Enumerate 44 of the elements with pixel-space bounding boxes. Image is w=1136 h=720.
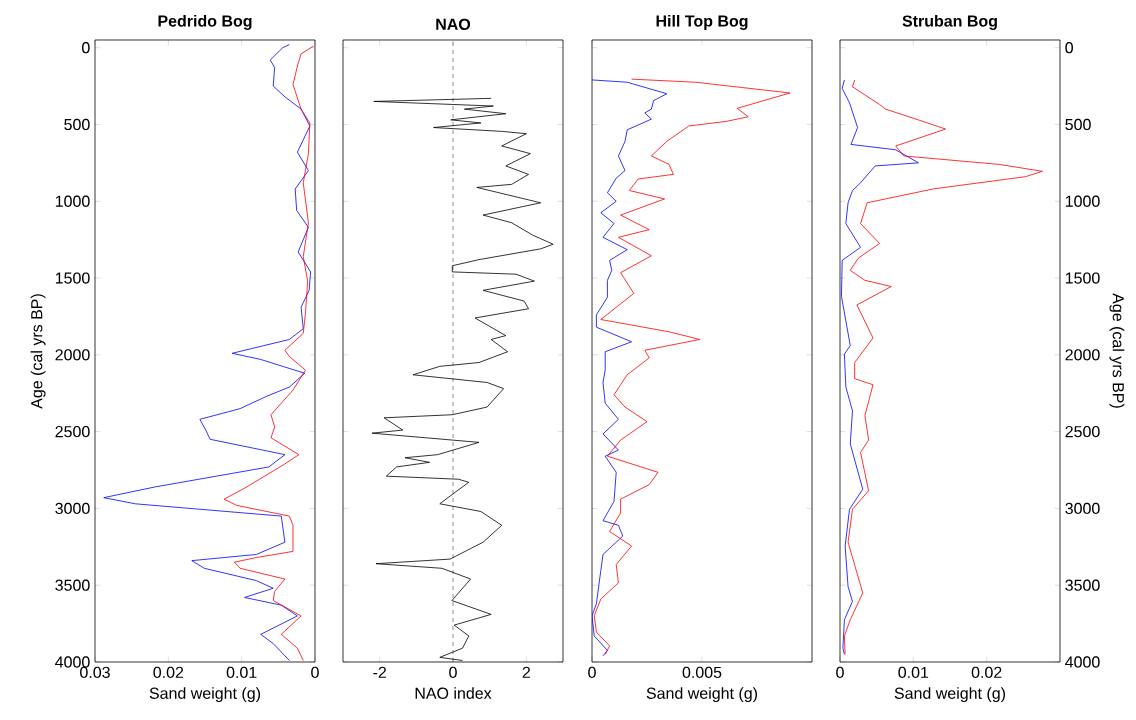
x-tick-label: 0.01 <box>898 666 929 679</box>
x-tick-label: 0.02 <box>153 666 184 679</box>
x-tick-label: 0.01 <box>226 666 257 679</box>
y-tick-label: 0 <box>82 42 90 54</box>
y-tick-label: 2000 <box>55 349 90 361</box>
y-tick-label: 4000 <box>55 656 90 668</box>
line-series <box>103 44 311 661</box>
y-tick-label: 3500 <box>55 579 90 591</box>
x-tick-label: 0 <box>836 666 844 679</box>
chart-title: Pedrido Bog <box>158 14 252 30</box>
y-axis-title: Age (cal yrs BP) <box>1109 293 1125 408</box>
x-axis-title: Sand weight (g) <box>149 687 260 703</box>
y-tick-label: 3000 <box>55 502 90 515</box>
x-tick-label: 0.005 <box>682 666 722 679</box>
x-tick-label: 0 <box>449 666 457 679</box>
y-tick-label: 2500 <box>55 425 90 438</box>
chart-title: Hill Top Bog <box>656 14 748 30</box>
x-tick-label: 0 <box>588 666 596 679</box>
y-tick-label: 4000 <box>1065 656 1100 668</box>
y-tick-label: 0 <box>1065 42 1073 54</box>
x-tick-label: 0.03 <box>80 666 110 679</box>
x-tick-label: 0 <box>311 666 319 679</box>
x-tick-label: 0.02 <box>971 666 1002 679</box>
y-tick-label: 1500 <box>1065 272 1100 284</box>
y-tick-label: 2500 <box>1065 425 1100 438</box>
y-tick-label: 3000 <box>1065 502 1100 515</box>
chart-title: Struban Bog <box>902 14 997 30</box>
y-tick-label: 500 <box>64 118 90 131</box>
x-tick-label: -2 <box>373 666 386 678</box>
y-tick-label: 2000 <box>1065 349 1100 361</box>
x-axis-title: Sand weight (g) <box>894 687 1005 703</box>
y-axis-title: Age (cal yrs BP) <box>30 294 46 409</box>
y-tick-label: 1500 <box>55 272 90 284</box>
x-axis-title: Sand weight (g) <box>646 687 758 703</box>
x-tick-label: 2 <box>522 666 530 678</box>
y-tick-label: 1000 <box>1065 195 1100 207</box>
x-axis-title: NAO index <box>415 687 492 699</box>
y-tick-label: 500 <box>1065 118 1091 131</box>
line-series <box>223 45 314 661</box>
line-series <box>841 79 919 655</box>
y-tick-label: 3500 <box>1065 579 1100 591</box>
line-series <box>844 79 1043 655</box>
chart-title: NAO <box>436 18 471 30</box>
y-tick-label: 1000 <box>55 195 90 207</box>
